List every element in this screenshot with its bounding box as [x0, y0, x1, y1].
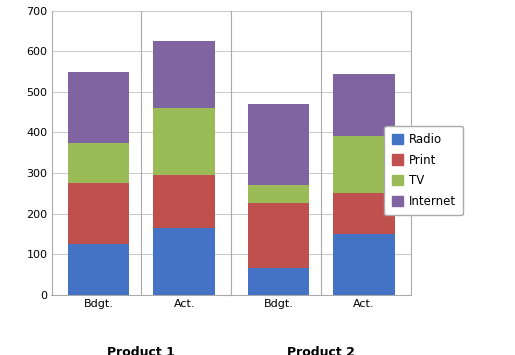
Bar [153, 108, 215, 175]
Bar [153, 228, 215, 295]
Bar [248, 203, 309, 268]
Bar [68, 71, 129, 142]
Text: Product 1: Product 1 [108, 346, 175, 355]
Bar [248, 268, 309, 295]
Bar [68, 183, 129, 244]
Legend: Radio, Print, TV, Internet: Radio, Print, TV, Internet [384, 126, 464, 215]
Bar [248, 104, 309, 185]
Bar [68, 244, 129, 295]
Bar [153, 175, 215, 228]
Bar [248, 185, 309, 203]
Bar [153, 41, 215, 108]
Bar [68, 142, 129, 183]
Bar [333, 73, 394, 136]
Bar [333, 193, 394, 234]
Text: Product 2: Product 2 [287, 346, 355, 355]
Bar [333, 136, 394, 193]
Bar [333, 234, 394, 295]
